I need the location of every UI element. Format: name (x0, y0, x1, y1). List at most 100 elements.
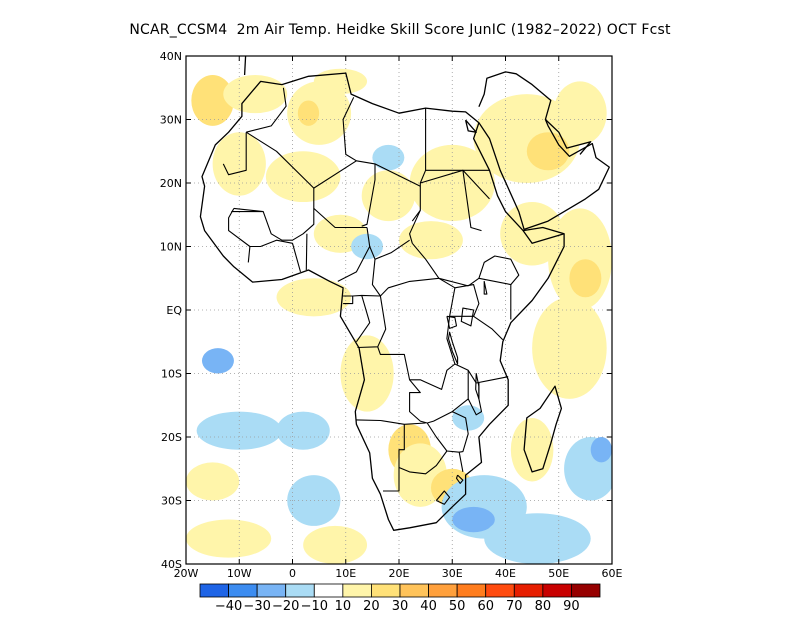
colorbar-swatch (513, 583, 544, 598)
colorbar-label: 30 (392, 599, 409, 614)
field-patch-positive-light (223, 75, 288, 114)
colorbar-swatch (428, 583, 458, 598)
country-border (449, 284, 480, 317)
country-border (247, 246, 251, 263)
lon-tick-label: 50E (548, 567, 569, 580)
country-border (435, 490, 451, 505)
lat-tick-label: EQ (166, 304, 182, 317)
lon-tick-label: 20W (174, 567, 199, 580)
country-border (369, 239, 410, 260)
colorbar-swatch (485, 583, 515, 598)
field-patch-positive-mid (569, 259, 602, 298)
colorbar-label: 40 (420, 599, 437, 614)
gridlines (186, 56, 612, 564)
colorbar-swatch (199, 583, 229, 598)
country-border (462, 170, 482, 232)
lon-tick-label: 40E (495, 567, 516, 580)
country-border (454, 363, 509, 384)
axis-labels: 20W 10W 0 10E 20E 30E 40E 50E 60E 40N 30N 20N 10N EQ 1… (160, 50, 623, 580)
lat-tick-label: 10N (160, 241, 182, 254)
lat-tick-label: 20S (161, 431, 182, 444)
map-title: NCAR_CCSM4 2m Air Temp. Heidke Skill Sco… (129, 22, 671, 38)
country-border (355, 295, 371, 343)
field-patch-negative-light (276, 411, 330, 450)
colorbar: −40 −30 −20 −10 10 20 30 40 50 60 70 80 90 (199, 583, 601, 614)
country-border (342, 119, 357, 162)
country-border (478, 277, 512, 320)
field-patch-negative-mid (590, 437, 612, 463)
colorbar-label: 10 (335, 599, 352, 614)
field-patch-negative-light (287, 475, 341, 526)
lake-outline (475, 372, 480, 400)
colorbar-swatch (571, 583, 601, 598)
field-patch-negative-mid (201, 348, 234, 374)
field-patch-positive-mid (191, 75, 234, 126)
field-patch-negative-light (196, 411, 282, 450)
colorbar-swatch (371, 583, 401, 598)
colorbar-swatch (456, 583, 487, 598)
colorbar-swatch (399, 583, 429, 598)
field-patch-positive-light (409, 144, 495, 222)
field-patch-positive-light (212, 132, 266, 196)
field-patch-positive-light (186, 462, 240, 501)
country-border (352, 294, 381, 297)
lat-tick-label: 30N (160, 114, 182, 127)
colorbar-label: −20 (272, 599, 299, 614)
lon-tick-label: 60E (602, 567, 623, 580)
colorbar-label: 80 (535, 599, 552, 614)
country-border (343, 295, 354, 305)
lon-tick-label: 20E (389, 567, 410, 580)
country-border (246, 87, 287, 133)
lat-tick-label: 40S (161, 558, 182, 571)
lon-tick-label: 10E (335, 567, 356, 580)
colorbar-label: 60 (477, 599, 494, 614)
field-patch-positive-light (500, 202, 565, 266)
lat-tick-label: 40N (160, 50, 182, 63)
lon-tick-label: 0 (289, 567, 296, 580)
colorbar-swatch (313, 583, 344, 598)
field-patch-positive-light (510, 417, 554, 482)
country-border (233, 207, 367, 241)
field-patch-positive-light (303, 525, 368, 564)
colorbar-label: −30 (243, 599, 270, 614)
gulf-coastline (544, 119, 592, 155)
colorbar-label: 20 (363, 599, 380, 614)
field-patch-negative-light (372, 144, 405, 171)
field-patch-positive-light (532, 297, 607, 399)
arabia-coastline (478, 71, 610, 231)
colorbar-swatch (256, 583, 287, 598)
field-patch-positive-light (186, 519, 272, 558)
country-border (305, 233, 308, 271)
country-border (473, 315, 504, 341)
field-patch-positive-mid (297, 100, 320, 126)
country-border (222, 132, 247, 176)
country-border (452, 411, 469, 453)
iberia-coastline (243, 56, 293, 76)
country-border (249, 239, 302, 273)
lat-tick-label: 20N (160, 177, 182, 190)
gulf-coastline (522, 226, 565, 235)
lat-tick-label: 10S (161, 368, 182, 381)
country-border (245, 131, 357, 189)
colorbar-swatch (285, 583, 315, 598)
field-patch-positive-mid (526, 132, 570, 171)
field-patch-positive-light (265, 151, 341, 203)
africa-coastline (199, 72, 565, 531)
country-border (342, 97, 355, 120)
field-patch-negative-light (484, 513, 591, 564)
lake-outline (447, 331, 459, 365)
lon-tick-label: 10W (227, 567, 252, 580)
colorbar-label: −10 (301, 599, 328, 614)
colorbar-swatch (342, 583, 372, 598)
coastlines-and-borders (199, 56, 610, 531)
country-border (337, 227, 371, 282)
colorbar-label: −40 (215, 599, 242, 614)
gulf-coastline (464, 119, 477, 133)
lake-outline (460, 307, 475, 327)
country-border (411, 170, 427, 222)
field-patch-positive-light (276, 278, 352, 317)
field-patch-positive-light (361, 170, 415, 222)
lon-tick-label: 30E (442, 567, 463, 580)
country-border (446, 315, 458, 329)
